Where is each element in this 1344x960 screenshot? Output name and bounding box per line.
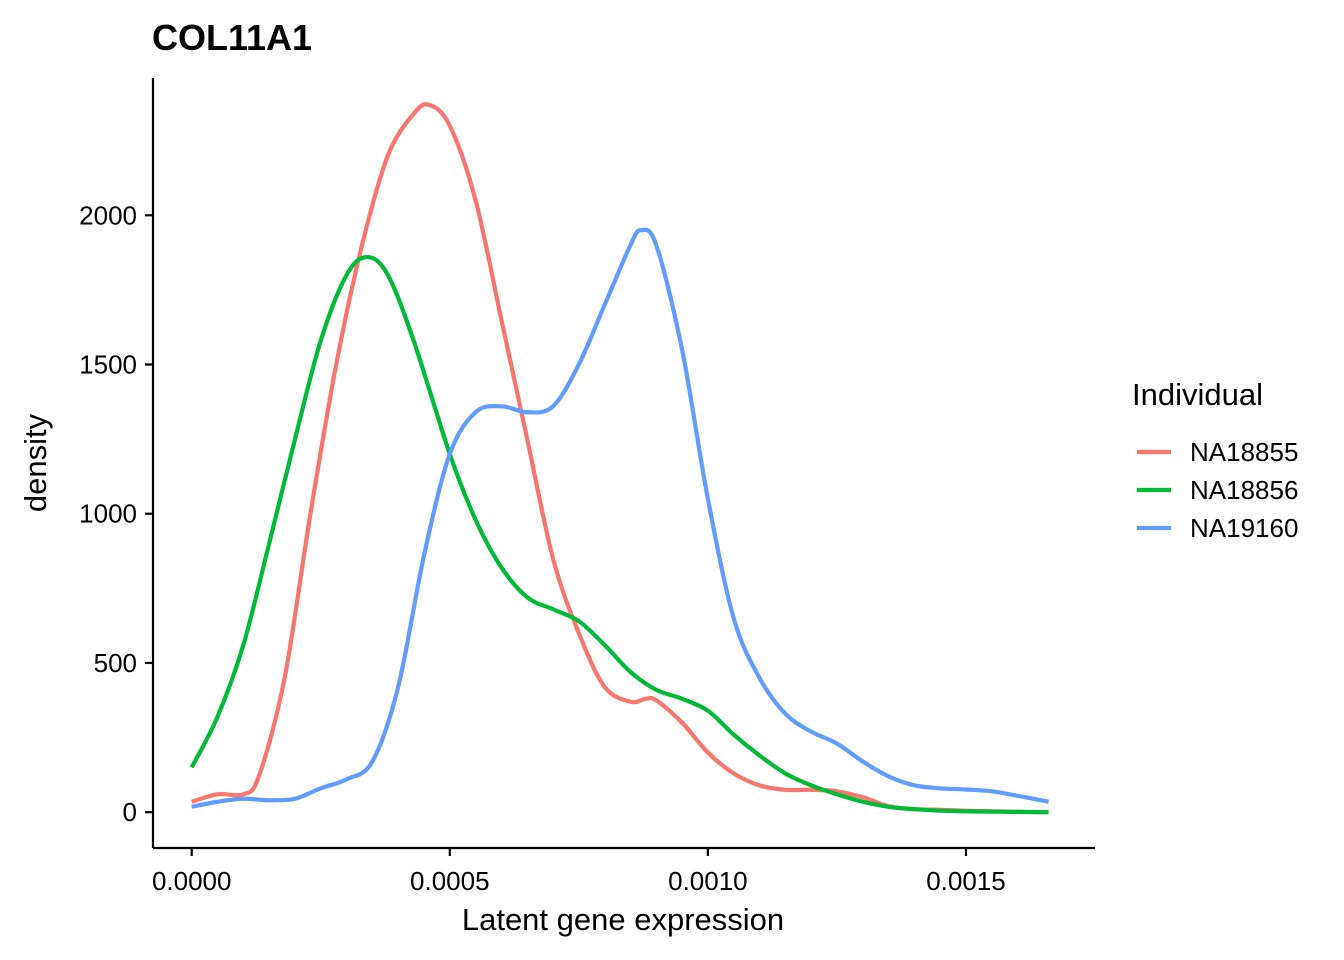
axis-ticks: 0.0000 0.0005 0.0010 0.0015 0 500 1000 1500 2000 [79,200,1006,896]
series-line-na19160 [191,227,1049,809]
series-line-na18856 [189,254,1049,815]
chart-title: COL11A1 [152,17,312,58]
x-tick-label: 0.0015 [926,866,1006,896]
plot-series [189,102,1049,815]
x-tick-label: 0.0000 [152,866,232,896]
y-tick-label: 0 [123,797,137,827]
y-tick-label: 1500 [79,350,137,380]
y-tick-label: 2000 [79,200,137,230]
legend-title: Individual [1132,377,1263,412]
x-tick-label: 0.0005 [410,866,490,896]
legend: Individual NA18855 NA18856 NA19160 [1132,377,1298,543]
y-tick-label: 1000 [79,499,137,529]
series-line-na18855 [191,102,1049,815]
legend-items: NA18855 NA18856 NA19160 [1137,437,1298,543]
legend-label-na19160: NA19160 [1190,513,1298,543]
plot-axes [151,78,1095,850]
x-tick-label: 0.0010 [668,866,748,896]
legend-label-na18855: NA18855 [1190,437,1298,467]
y-axis-title: density [18,413,53,512]
legend-label-na18856: NA18856 [1190,475,1298,505]
x-axis-title: Latent gene expression [462,902,784,937]
y-tick-label: 500 [94,648,137,678]
